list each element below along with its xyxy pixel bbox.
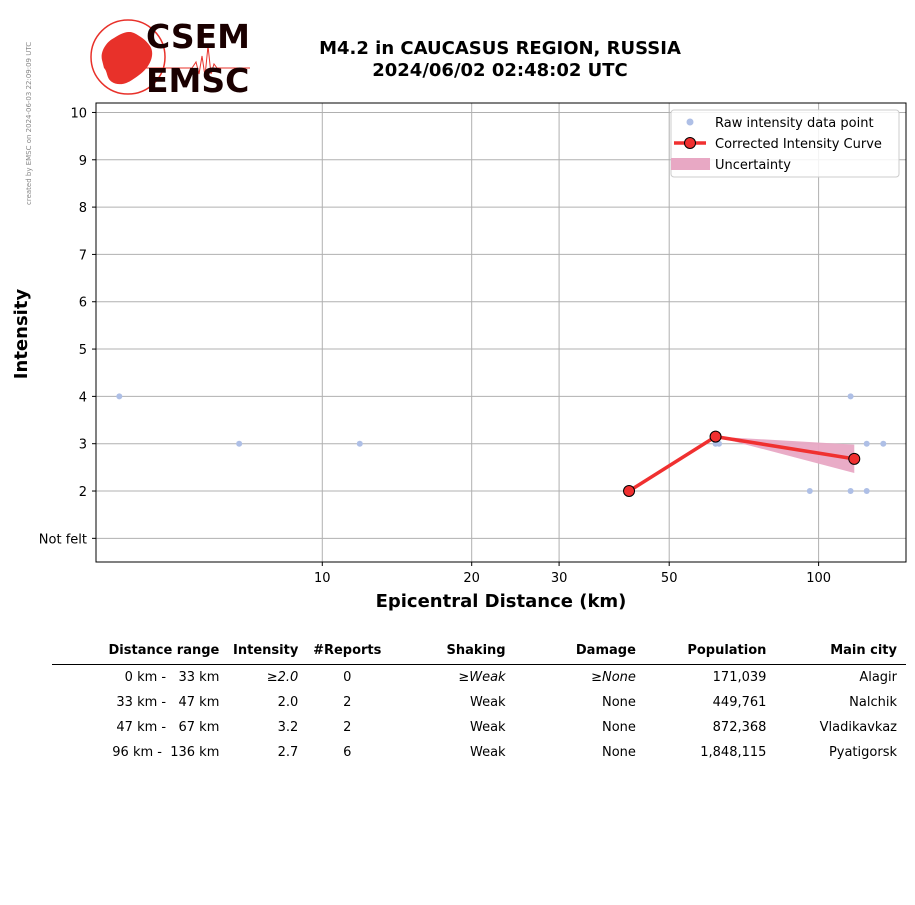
cell-distance: 96 km - 136 km [112,745,220,760]
table-header-row: Distance range Intensity #Reports Shakin… [52,640,906,665]
cell-reports: 0 [343,670,352,685]
creation-note-text: created by EMSC on 2024-06-03 22:09:09 U… [25,42,33,205]
cell-city: Pyatigorsk [828,745,897,760]
x-axis-ticks: 10 20 30 50 100 [314,562,831,586]
col-reports: #Reports [307,640,397,665]
col-population: Population [644,640,776,665]
cell-population: 872,368 [712,720,767,735]
y-tick-label: 4 [79,390,87,405]
raw-data-point [116,393,123,400]
plot-frame [95,102,907,563]
y-tick-label: 7 [79,248,87,263]
y-tick-label: 3 [79,438,87,453]
cell-damage: None [601,695,636,710]
raw-data-point [847,488,854,495]
cell-shaking: Weak [470,720,506,735]
cell-shaking: Weak [470,695,506,710]
col-intensity: Intensity [228,640,308,665]
x-axis-label: Epicentral Distance (km) [376,591,627,612]
uncertainty-band-layer [715,436,855,474]
legend-frame [670,109,900,178]
table-row: 96 km - 136 km 2.7 6 Weak None 1,848,115… [52,740,906,765]
cell-damage: ≥None [591,670,636,685]
cell-population: 1,848,115 [700,745,767,760]
logo-seismogram [138,45,250,77]
cell-city: Alagir [859,670,897,685]
uncertainty-band [715,436,855,474]
raw-data-point [236,440,243,447]
y-tick-label: 8 [79,201,87,216]
cell-shaking: Weak [470,745,506,760]
cell-damage: None [601,745,636,760]
raw-data-point [356,440,363,447]
legend-raw-label: Raw intensity data point [715,116,874,131]
cell-intensity: 2.7 [277,745,299,760]
legend-uncertainty-swatch [671,158,710,170]
logo-text-csem: CSEM [146,17,250,56]
legend-curve-label: Corrected Intensity Curve [715,137,882,152]
col-shaking: Shaking [396,640,515,665]
raw-points-layer [116,393,887,495]
x-tick-label: 50 [661,571,678,586]
x-tick-label: 100 [806,571,831,586]
curve-layer [623,430,861,498]
raw-data-point [863,488,870,495]
cell-intensity: 2.0 [277,695,299,710]
creation-note: created by EMSC on 2024-06-03 22:09:09 U… [25,42,33,205]
x-tick-label: 20 [463,571,480,586]
chart-title-line1: M4.2 in CAUCASUS REGION, RUSSIA [319,38,681,59]
y-axis-ticks: Not felt 2 3 4 5 6 7 8 9 10 [39,106,96,547]
intensity-summary-table: Distance range Intensity #Reports Shakin… [52,640,906,765]
x-tick-label: 10 [314,571,331,586]
logo-globe-ring [90,19,166,95]
cell-reports: 2 [343,695,352,710]
raw-data-point [863,440,870,447]
cell-distance: 0 km - 33 km [124,670,220,685]
cell-reports: 2 [343,720,352,735]
cell-intensity: ≥2.0 [266,670,299,685]
x-tick-label: 30 [551,571,568,586]
col-distance-range: Distance range [52,640,229,665]
y-axis-label: Intensity [11,289,32,380]
table-row: 33 km - 47 km 2.0 2 Weak None 449,761 Na… [52,690,906,715]
legend-curve-marker [684,137,696,149]
chart-legend: Raw intensity data point Corrected Inten… [670,109,900,178]
legend-uncertainty-label: Uncertainty [715,158,791,173]
chart-title: M4.2 in CAUCASUS REGION, RUSSIA 2024/06/… [270,38,730,82]
table-row: 0 km - 33 km ≥2.0 0 ≥Weak ≥None 171,039 … [52,665,906,691]
intensity-curve-point [848,452,861,465]
cell-distance: 47 km - 67 km [116,720,220,735]
y-tick-label: 9 [79,154,87,169]
chart-title-line2: 2024/06/02 02:48:02 UTC [372,60,628,81]
y-tick-label: 2 [79,485,87,500]
cell-damage: None [601,720,636,735]
logo-europe-map [101,31,153,85]
legend-raw-marker [686,118,694,126]
logo-text-emsc: EMSC [146,61,249,100]
intensity-chart: 10 20 30 50 100 Not felt 2 3 4 5 6 7 8 9 10 Epicentra… [11,102,907,612]
y-tick-label: 10 [70,106,87,121]
raw-data-point [847,393,854,400]
emsc-logo: CSEM EMSC [90,17,250,100]
cell-population: 449,761 [712,695,767,710]
cell-reports: 6 [343,745,352,760]
cell-intensity: 3.2 [277,720,299,735]
intensity-curve-point [623,485,636,498]
col-damage: Damage [514,640,645,665]
cell-shaking: ≥Weak [458,670,506,685]
cell-distance: 33 km - 47 km [116,695,220,710]
y-tick-label: Not felt [39,532,87,547]
cell-city: Vladikavkaz [819,720,897,735]
table-row: 47 km - 67 km 3.2 2 Weak None 872,368 Vl… [52,715,906,740]
raw-data-point [806,488,813,495]
cell-city: Nalchik [849,695,897,710]
y-tick-label: 5 [79,343,87,358]
y-tick-label: 6 [79,296,87,311]
intensity-curve-point [709,430,722,443]
col-main-city: Main city [775,640,906,665]
raw-data-point [880,440,887,447]
cell-population: 171,039 [712,670,767,685]
